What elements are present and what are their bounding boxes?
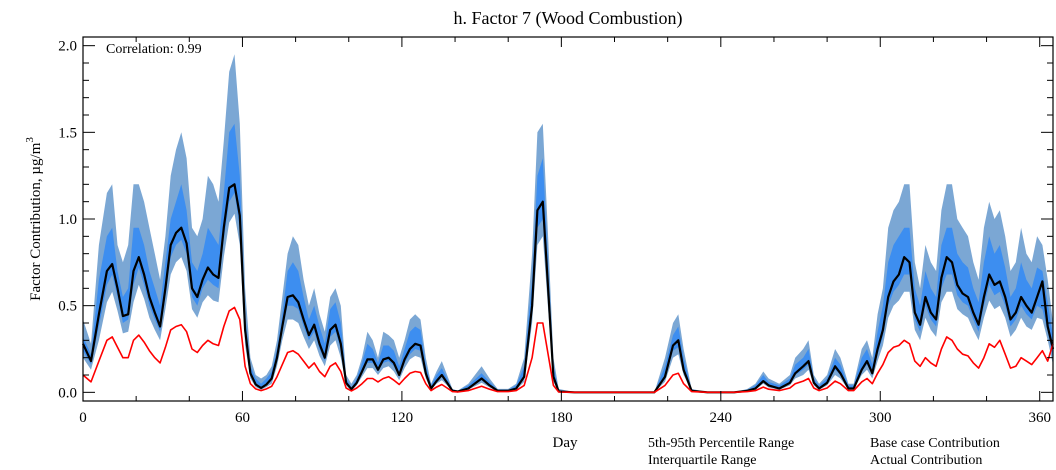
y-axis-label-superscript: 3 bbox=[24, 137, 36, 143]
correlation-annotation: Correlation: 0.99 bbox=[106, 42, 202, 57]
x-tick-label: 120 bbox=[391, 410, 414, 426]
y-tick-label: 1.0 bbox=[58, 212, 77, 228]
legend: 5th-95th Percentile Range Interquartile … bbox=[648, 436, 1000, 468]
x-tick-label: 300 bbox=[869, 410, 892, 426]
legend-base-case: Base case Contribution bbox=[870, 436, 1000, 451]
y-axis-label-text: Factor Contribution, µg/m bbox=[28, 142, 44, 301]
x-tick-label: 0 bbox=[79, 410, 87, 426]
interquartile-band bbox=[83, 123, 1053, 393]
y-tick-label: 0.5 bbox=[58, 299, 77, 315]
plot-area bbox=[82, 54, 1055, 394]
chart-title: h. Factor 7 (Wood Combustion) bbox=[453, 8, 682, 29]
y-tick-label: 2.0 bbox=[58, 39, 77, 55]
legend-percentile-range: 5th-95th Percentile Range bbox=[648, 436, 794, 451]
y-axis-label: Factor Contribution, µg/m3 bbox=[24, 137, 44, 301]
legend-actual-contribution: Actual Contribution bbox=[870, 453, 982, 468]
x-tick-label: 60 bbox=[235, 410, 250, 426]
y-tick-label: 1.5 bbox=[58, 125, 77, 141]
x-tick-label: 240 bbox=[710, 410, 733, 426]
x-tick-label: 360 bbox=[1028, 410, 1051, 426]
actual-contribution-line bbox=[82, 306, 1054, 394]
axis-ticks: 0 60 120 180 240 300 360 0.0 0.5 1.0 1.5 2.0 bbox=[58, 37, 1053, 426]
y-tick-label: 0.0 bbox=[58, 385, 77, 401]
x-axis-label: Day bbox=[553, 435, 578, 451]
x-tick-label: 180 bbox=[550, 410, 573, 426]
legend-interquartile-range: Interquartile Range bbox=[648, 453, 756, 468]
